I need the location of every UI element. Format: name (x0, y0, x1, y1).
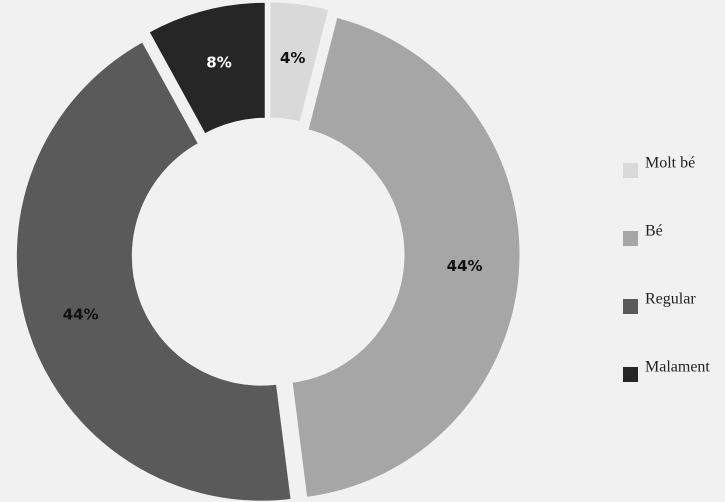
data-label: 8% (206, 54, 231, 72)
legend-label: Regular (645, 291, 696, 308)
donut-slice (289, 14, 523, 501)
legend-swatch (623, 367, 638, 382)
legend-swatch (623, 231, 638, 246)
data-label: 4% (280, 49, 305, 67)
donut-slice (267, 0, 332, 125)
legend-label: Malament (645, 359, 710, 376)
legend-label: Molt bé (645, 155, 695, 172)
legend-swatch (623, 299, 638, 314)
donut-slice (13, 38, 294, 502)
data-label: 44% (447, 257, 483, 275)
legend-label: Bé (645, 223, 663, 240)
data-label: 44% (63, 305, 99, 323)
legend-swatch (623, 163, 638, 178)
donut-slice (145, 0, 268, 138)
